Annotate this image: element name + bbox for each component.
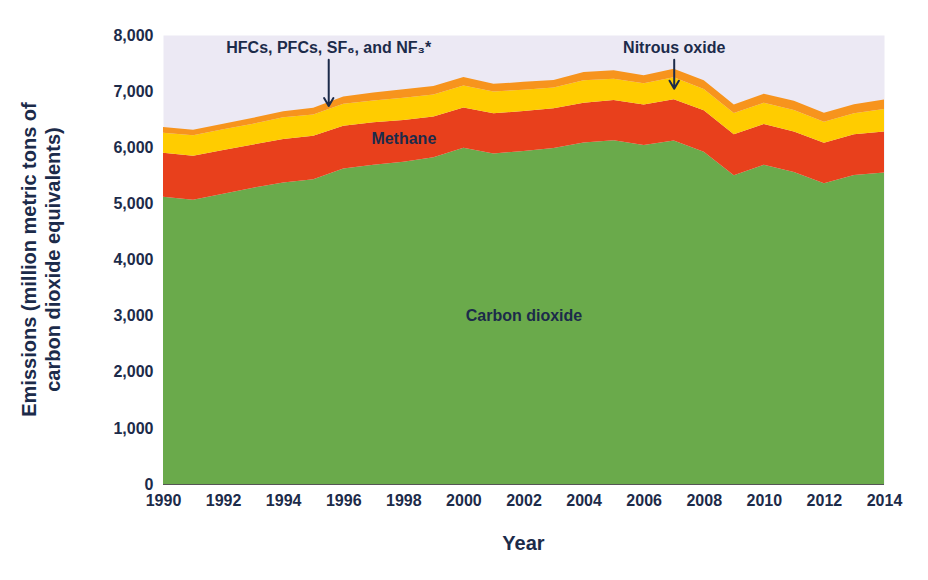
svg-text:2012: 2012 [807,492,843,509]
svg-text:2008: 2008 [686,492,722,509]
svg-text:0: 0 [145,476,154,493]
svg-text:Methane: Methane [371,130,436,147]
svg-text:2000: 2000 [446,492,482,509]
svg-text:1992: 1992 [206,492,242,509]
svg-text:2010: 2010 [747,492,783,509]
svg-text:1994: 1994 [266,492,302,509]
svg-text:3,000: 3,000 [113,307,153,324]
svg-text:2014: 2014 [867,492,903,509]
svg-text:2,000: 2,000 [113,363,153,380]
svg-text:HFCs, PFCs, SF₆, and NF₃*: HFCs, PFCs, SF₆, and NF₃* [226,39,432,56]
svg-text:5,000: 5,000 [113,195,153,212]
svg-text:Carbon dioxide: Carbon dioxide [466,307,583,324]
svg-text:Year: Year [502,532,544,554]
svg-text:8,000: 8,000 [113,27,153,44]
svg-text:7,000: 7,000 [113,83,153,100]
svg-text:1990: 1990 [146,492,182,509]
svg-text:2004: 2004 [566,492,602,509]
svg-text:1998: 1998 [386,492,422,509]
svg-text:1,000: 1,000 [113,419,153,436]
svg-text:Emissions (million metric tons: Emissions (million metric tons ofcarbon … [18,102,64,417]
svg-text:Nitrous oxide: Nitrous oxide [623,39,725,56]
svg-text:1996: 1996 [326,492,362,509]
svg-text:2002: 2002 [506,492,542,509]
svg-text:6,000: 6,000 [113,139,153,156]
svg-text:2006: 2006 [626,492,662,509]
svg-text:4,000: 4,000 [113,251,153,268]
